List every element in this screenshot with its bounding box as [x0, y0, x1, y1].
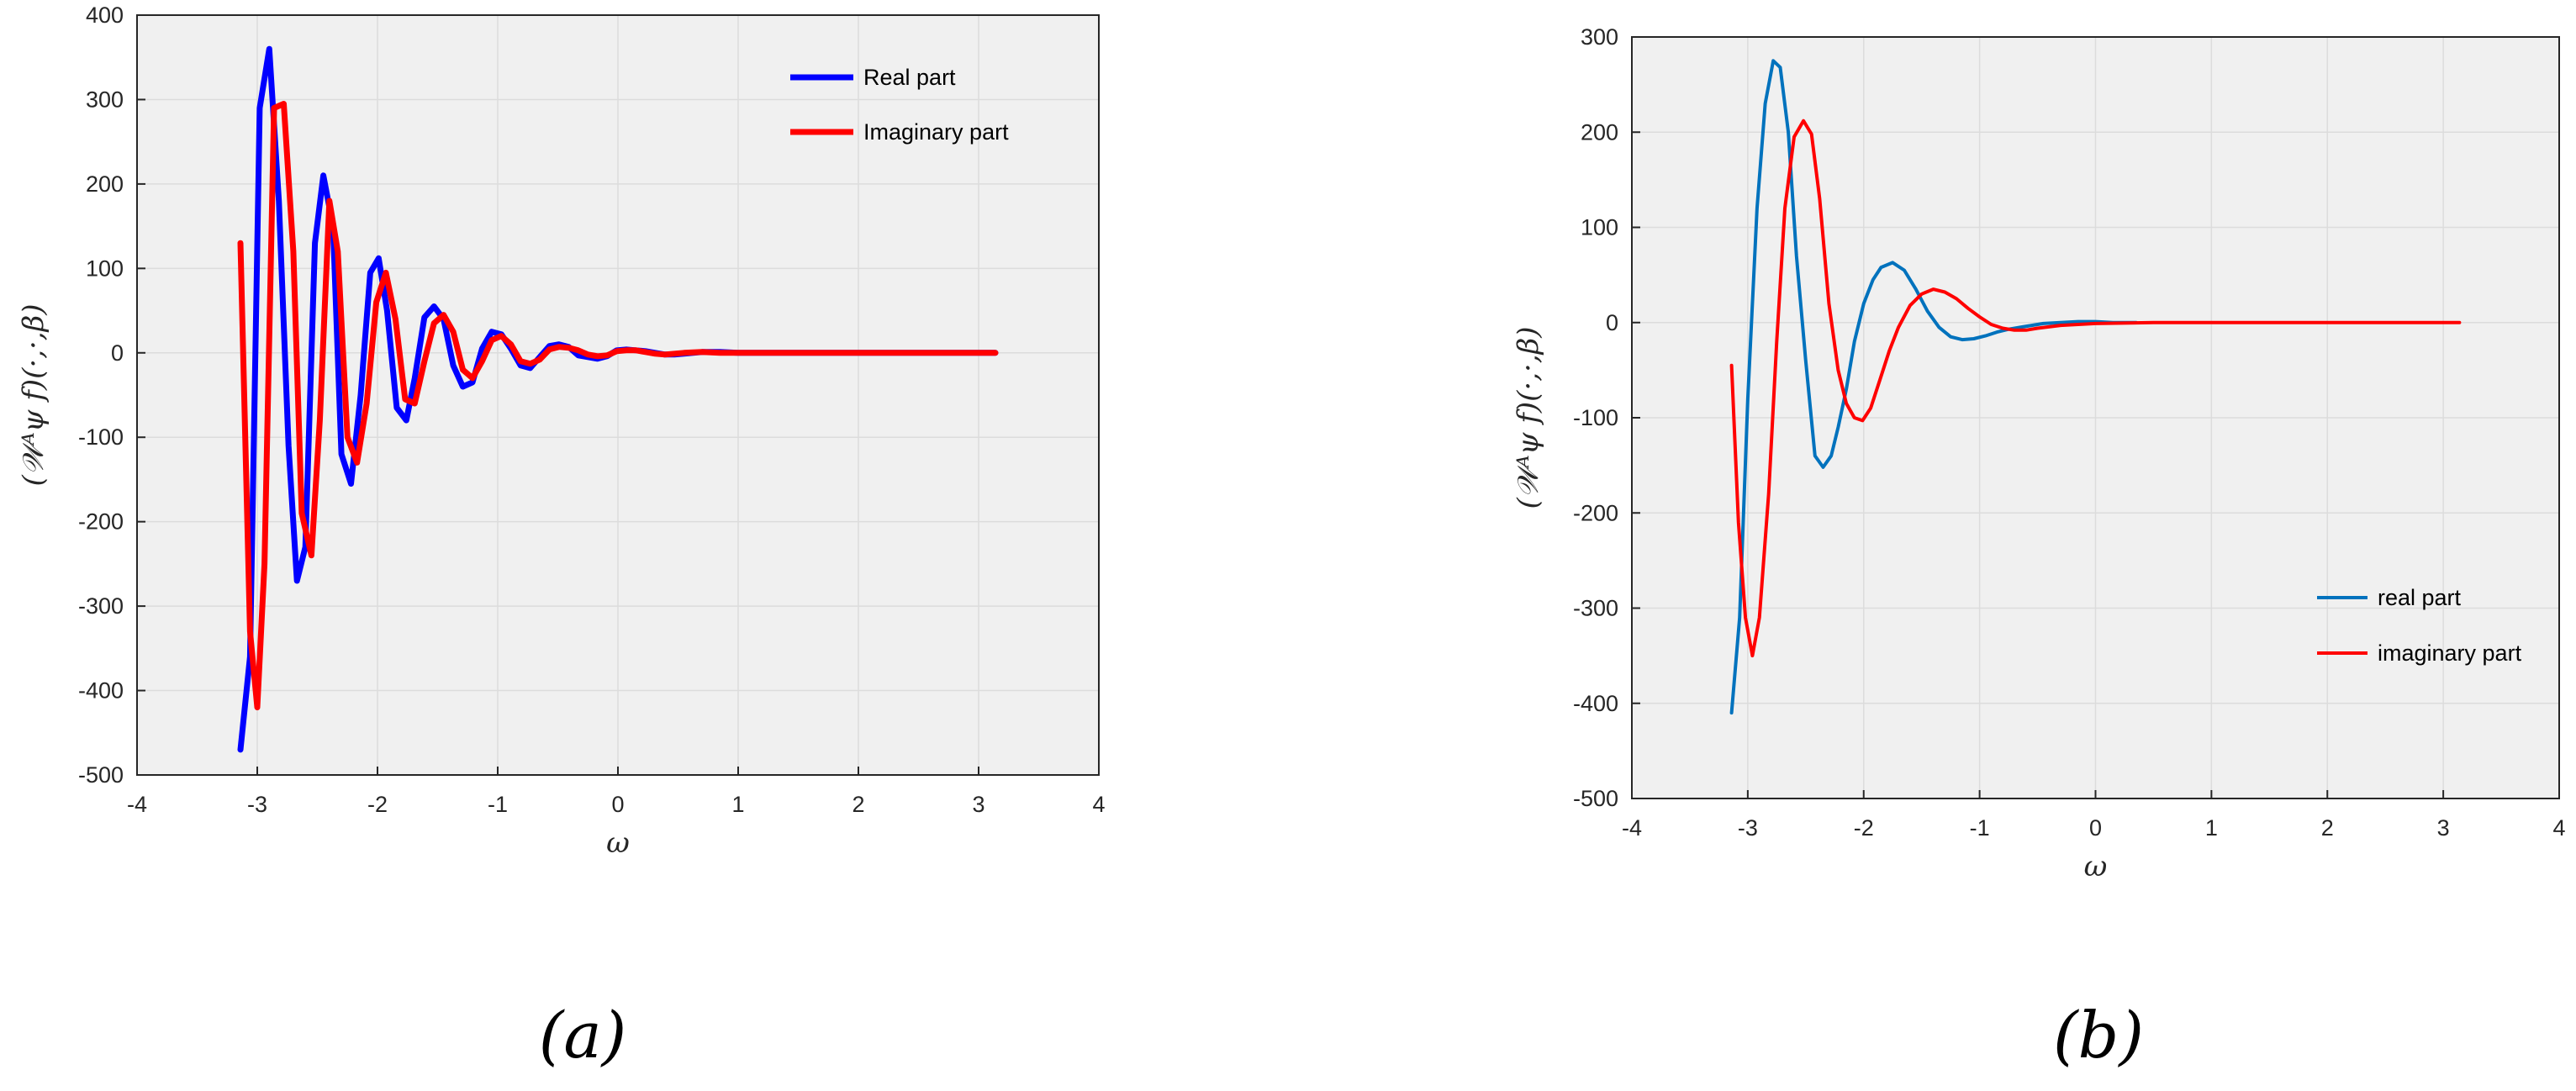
y-tick-label-b-1: -400 [1573, 691, 1618, 716]
y-tick-label-a-5: 0 [111, 340, 124, 366]
x-tick-label-a-5: 1 [731, 792, 744, 817]
y-tick-label-a-7: 200 [86, 171, 124, 197]
legend-label-b-0: real part [2378, 585, 2462, 610]
series-group-b [1729, 59, 2462, 715]
y-tick-label-b-2: -300 [1573, 596, 1618, 621]
x-tick-label-b-0: -4 [1622, 815, 1642, 841]
y-tick-label-a-0: -500 [78, 762, 124, 788]
y-tick-label-b-5: 0 [1606, 310, 1618, 335]
y-tick-label-b-0: -500 [1573, 786, 1618, 811]
x-tick-label-b-4: 0 [2089, 815, 2102, 841]
series-line-a-1 [237, 101, 999, 711]
x-tick-label-a-4: 0 [611, 792, 624, 817]
x-tick-label-b-1: -3 [1738, 815, 1758, 841]
legend-a: Real part Imaginary part [790, 65, 1009, 145]
x-tick-label-a-6: 2 [852, 792, 864, 817]
tick-labels-a: -4 -3 -2 -1 0 1 2 3 4 -500 -400 -300 -200 -100 0 100 200… [78, 3, 1106, 817]
y-tick-label-b-8: 300 [1581, 24, 1618, 50]
caption-b: (b) [2053, 998, 2144, 1073]
x-tick-label-b-6: 2 [2321, 815, 2334, 841]
x-tick-label-a-8: 4 [1092, 792, 1105, 817]
x-tick-label-a-7: 3 [972, 792, 984, 817]
legend-label-a-1: Imaginary part [863, 119, 1009, 145]
x-axis-label-b: ω [2084, 850, 2108, 883]
x-tick-label-a-2: -2 [367, 792, 388, 817]
y-tick-label-b-3: -200 [1573, 500, 1618, 525]
y-tick-label-a-2: -300 [78, 593, 124, 619]
x-tick-label-b-8: 4 [2552, 815, 2565, 841]
x-tick-label-a-3: -1 [488, 792, 508, 817]
y-axis-label-a: (𝒲ᴬψ f)(·,·,β) [17, 303, 50, 486]
y-tick-label-b-4: -100 [1573, 405, 1618, 430]
y-tick-label-a-1: -400 [78, 678, 124, 704]
y-axis-label-b: (𝒲ᴬψ f)(·,·,β) [1512, 326, 1545, 509]
y-tick-label-a-3: -200 [78, 509, 124, 535]
y-tick-label-a-4: -100 [78, 424, 124, 450]
chart-panel-b: -4 -3 -2 -1 0 1 2 3 4 -500 -400 -300 -200 -100 0 100 200… [1512, 24, 2566, 1073]
legend-label-a-0: Real part [863, 65, 956, 90]
chart-panel-a: -4 -3 -2 -1 0 1 2 3 4 -500 -400 -300 -200 -100 0 100 200… [17, 3, 1106, 1073]
y-tick-label-a-9: 400 [86, 3, 124, 28]
y-tick-label-a-8: 300 [86, 87, 124, 112]
tick-labels-b: -4 -3 -2 -1 0 1 2 3 4 -500 -400 -300 -200 -100 0 100 200… [1573, 24, 2566, 841]
y-tick-label-a-6: 100 [86, 256, 124, 281]
y-tick-label-b-7: 200 [1581, 119, 1618, 145]
x-tick-label-b-5: 1 [2205, 815, 2218, 841]
legend-label-b-1: imaginary part [2378, 640, 2522, 666]
x-tick-label-a-1: -3 [247, 792, 267, 817]
x-tick-label-b-3: -1 [1970, 815, 1990, 841]
series-line-b-0 [1729, 59, 2138, 715]
series-group-a [237, 45, 999, 753]
caption-a: (a) [539, 998, 627, 1073]
x-axis-label-a: ω [606, 826, 630, 860]
x-tick-label-b-2: -2 [1854, 815, 1874, 841]
y-tick-label-b-6: 100 [1581, 215, 1618, 240]
x-tick-label-a-0: -4 [127, 792, 147, 817]
legend-b: real part imaginary part [2317, 585, 2522, 666]
series-line-b-1 [1729, 119, 2462, 658]
x-tick-label-b-7: 3 [2437, 815, 2450, 841]
